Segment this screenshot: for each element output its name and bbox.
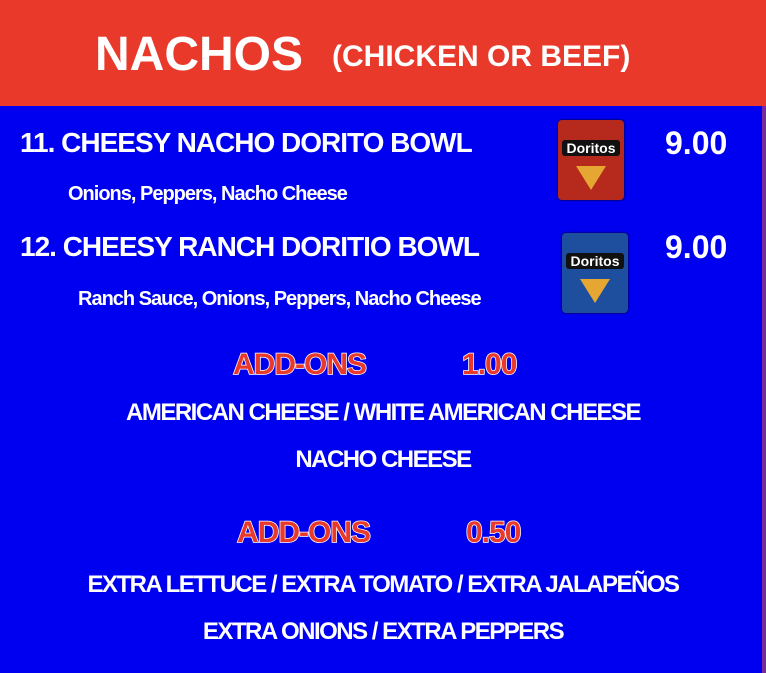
menu-subtitle: (CHICKEN OR BEEF) xyxy=(332,40,631,73)
addons-line: AMERICAN CHEESE / WHITE AMERICAN CHEESE xyxy=(126,399,641,426)
addons-line: EXTRA ONIONS / EXTRA PEPPERS xyxy=(202,618,565,645)
item-description: Onions, Peppers, Nacho Cheese xyxy=(68,183,348,205)
menu-header: NACHOS (CHICKEN OR BEEF) xyxy=(0,0,766,106)
addons-label: ADD-ONS xyxy=(232,347,368,382)
menu-title: NACHOS xyxy=(95,28,304,81)
doritos-logo: Doritos xyxy=(566,253,624,269)
item-price: 9.00 xyxy=(665,229,728,265)
addons-label: ADD-ONS xyxy=(236,515,372,550)
doritos-logo: Doritos xyxy=(562,140,620,156)
doritos-ranch-bag-image: Doritos xyxy=(562,233,628,313)
item-name: 12. CHEESY RANCH DORITIO BOWL xyxy=(20,231,480,262)
addons-price: 1.00 xyxy=(461,347,518,382)
doritos-nacho-bag-image: Doritos xyxy=(558,120,624,200)
chip-icon xyxy=(576,166,606,190)
item-price: 9.00 xyxy=(665,125,728,161)
item-description: Ranch Sauce, Onions, Peppers, Nacho Chee… xyxy=(78,288,482,310)
addons-line: EXTRA LETTUCE / EXTRA TOMATO / EXTRA JAL… xyxy=(87,571,680,598)
addons-line: NACHO CHEESE xyxy=(295,446,472,473)
menu-board xyxy=(0,106,766,673)
chip-icon xyxy=(580,279,610,303)
item-name: 11. CHEESY NACHO DORITO BOWL xyxy=(20,127,473,158)
addons-price: 0.50 xyxy=(465,515,522,550)
